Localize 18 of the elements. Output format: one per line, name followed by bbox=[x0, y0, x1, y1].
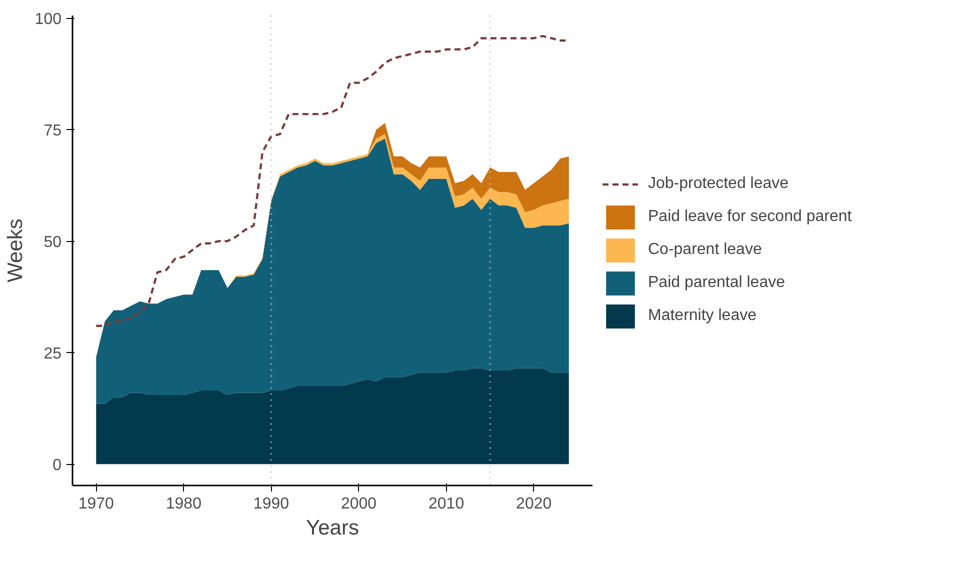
x-tick-label: 2010 bbox=[428, 496, 464, 512]
y-tick-label: 25 bbox=[44, 346, 62, 363]
y-axis-title: Weeks bbox=[4, 218, 27, 282]
legend-label: Paid parental leave bbox=[648, 274, 785, 292]
legend-label: Co-parent leave bbox=[648, 241, 762, 259]
y-tick-label: 75 bbox=[44, 122, 62, 140]
legend-label: Job-protected leave bbox=[648, 175, 789, 193]
y-tick-label: 50 bbox=[44, 234, 62, 252]
x-tick-label: 1980 bbox=[166, 496, 202, 512]
legend-label: Maternity leave bbox=[648, 307, 756, 325]
x-tick-label: 2020 bbox=[516, 496, 552, 512]
x-axis-title: Years bbox=[306, 516, 359, 540]
x-tick-label: 1970 bbox=[78, 496, 114, 512]
y-tick-label: 100 bbox=[34, 11, 62, 28]
x-tick-label: 2000 bbox=[340, 496, 377, 512]
x-tick-label: 1990 bbox=[253, 496, 290, 512]
legend-label: Paid leave for second parent bbox=[648, 208, 852, 226]
y-tick-label: 0 bbox=[52, 457, 62, 474]
